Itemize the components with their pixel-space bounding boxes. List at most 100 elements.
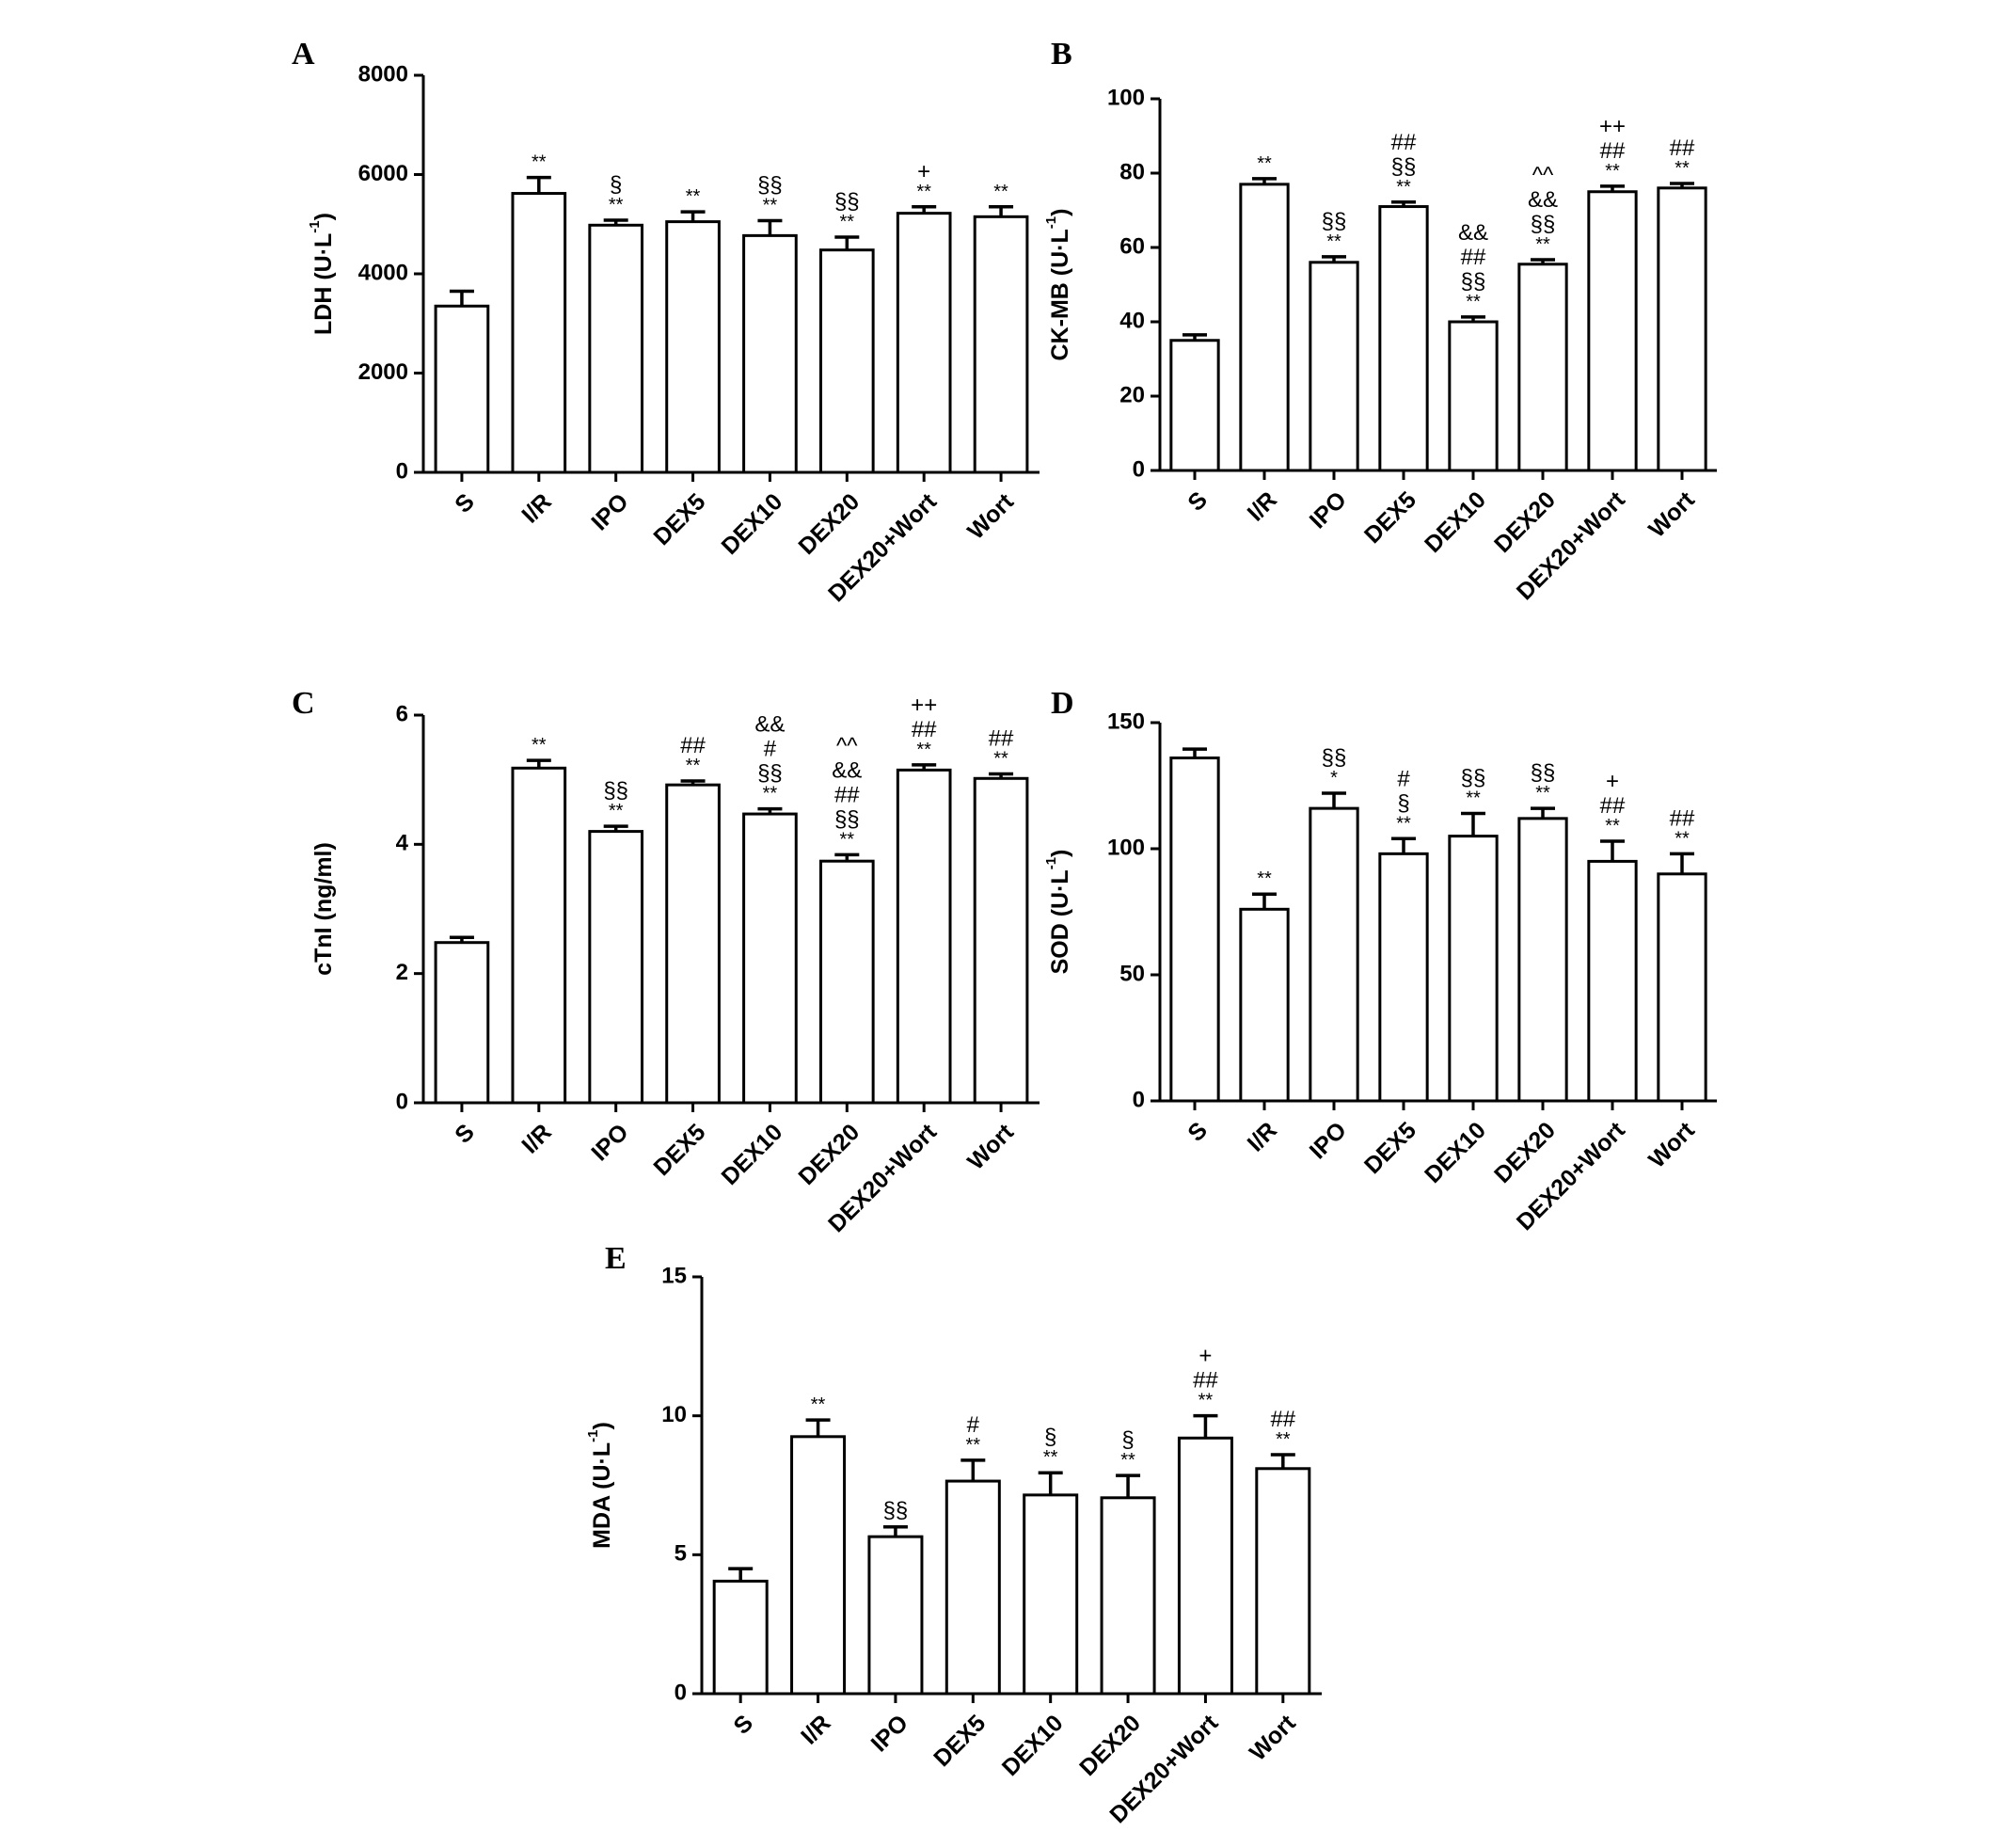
significance-marker: **: [1257, 153, 1272, 174]
y-tick-label: 50: [1119, 961, 1145, 986]
x-tick-label: IPO: [1305, 486, 1352, 534]
significance-marker: **: [1396, 177, 1411, 198]
bar: [1177, 1436, 1233, 1696]
significance-marker: §§: [1461, 765, 1486, 790]
y-tick-label: 150: [1107, 709, 1145, 734]
x-tick-label: IPO: [866, 1710, 913, 1757]
y-tick-label: 2: [396, 960, 408, 985]
bar: [511, 766, 567, 1105]
bar: [1378, 205, 1429, 472]
y-tick-label: 0: [675, 1680, 687, 1705]
significance-marker: §§: [1531, 760, 1556, 786]
bar: [896, 212, 952, 474]
bar: [588, 223, 644, 474]
significance-marker: §§: [1461, 269, 1486, 295]
x-tick-label: Wort: [1245, 1710, 1301, 1766]
bar: [742, 812, 798, 1105]
significance-marker: **: [1326, 231, 1341, 252]
significance-marker: **: [763, 784, 778, 805]
significance-marker: **: [1535, 783, 1550, 804]
significance-marker: **: [532, 735, 547, 756]
significance-marker: **: [1257, 868, 1272, 889]
x-tick-label: I/R: [516, 488, 556, 528]
significance-marker: **: [916, 740, 931, 760]
significance-marker: **: [993, 182, 1008, 202]
bar: [1309, 261, 1359, 472]
bar: [1378, 852, 1429, 1103]
y-tick-label: 80: [1119, 159, 1145, 184]
y-tick-label: 0: [1133, 456, 1145, 482]
x-tick-label: DEX20: [1074, 1710, 1146, 1781]
significance-marker: **: [1396, 813, 1411, 834]
y-axis-label: CK-MB (U·L-1): [1043, 209, 1073, 361]
x-tick-label: DEX10: [1420, 486, 1491, 558]
significance-marker: §§: [757, 173, 783, 199]
significance-marker: #: [764, 737, 777, 762]
y-axis-label: LDH (U·L-1): [307, 213, 337, 335]
bar: [1448, 320, 1499, 472]
bar: [1587, 190, 1638, 472]
significance-marker: **: [840, 212, 855, 232]
significance-marker: **: [609, 195, 624, 215]
x-tick-label: DEX10: [717, 488, 788, 560]
panel-letter: A: [292, 37, 315, 72]
x-tick-label: IPO: [586, 1119, 633, 1166]
x-tick-label: DEX5: [929, 1710, 991, 1772]
significance-marker: **: [1535, 234, 1550, 255]
x-tick-label: DEX20: [793, 488, 865, 560]
significance-marker: &&: [1528, 187, 1558, 213]
significance-marker: §§: [834, 806, 860, 832]
significance-marker: ##: [989, 725, 1014, 751]
bar: [1255, 1467, 1311, 1696]
bar: [818, 248, 875, 474]
x-tick-label: Wort: [1643, 486, 1700, 543]
bar: [1239, 907, 1290, 1103]
significance-marker: §§: [757, 761, 783, 787]
significance-marker: ##: [1193, 1368, 1218, 1394]
bar: [1309, 806, 1359, 1103]
significance-marker: **: [686, 756, 701, 776]
bar: [712, 1579, 769, 1696]
x-tick-label: DEX20: [793, 1119, 865, 1190]
significance-marker: **: [609, 801, 624, 821]
significance-marker: **: [993, 748, 1008, 769]
significance-marker: *: [1330, 768, 1338, 789]
y-tick-label: 40: [1119, 308, 1145, 333]
significance-marker: ##: [834, 782, 860, 807]
significance-marker: §§: [1391, 154, 1417, 180]
bar: [1239, 183, 1290, 472]
x-tick-label: S: [1183, 1117, 1213, 1147]
significance-marker: **: [1605, 816, 1620, 836]
bar: [434, 304, 490, 474]
significance-marker: &&: [1458, 220, 1488, 246]
y-tick-label: 15: [661, 1263, 687, 1288]
x-tick-label: DEX5: [1359, 486, 1421, 549]
x-tick-label: IPO: [586, 488, 633, 535]
significance-marker: **: [966, 1435, 981, 1456]
y-tick-label: 0: [396, 458, 408, 484]
significance-marker: **: [1675, 158, 1690, 179]
significance-marker: **: [763, 196, 778, 216]
bar: [1517, 263, 1568, 472]
significance-marker: **: [1276, 1429, 1291, 1450]
significance-marker: #: [967, 1412, 980, 1438]
significance-marker: §§: [834, 189, 860, 215]
y-tick-label: 8000: [358, 61, 408, 87]
bar: [973, 215, 1029, 474]
bar: [1517, 817, 1568, 1103]
significance-marker: **: [1043, 1447, 1058, 1468]
y-tick-label: 4000: [358, 260, 408, 285]
significance-marker: +: [1606, 769, 1619, 794]
x-tick-label: IPO: [1305, 1117, 1352, 1164]
bar: [665, 220, 721, 474]
y-tick-label: 0: [396, 1089, 408, 1114]
significance-marker: ##: [1600, 793, 1626, 819]
bar: [665, 783, 721, 1105]
panel-letter: E: [605, 1241, 627, 1276]
bar: [944, 1479, 1001, 1696]
significance-marker: ##: [1670, 135, 1695, 161]
significance-marker: +: [917, 159, 930, 184]
y-tick-label: 100: [1107, 85, 1145, 110]
significance-marker: **: [840, 829, 855, 850]
